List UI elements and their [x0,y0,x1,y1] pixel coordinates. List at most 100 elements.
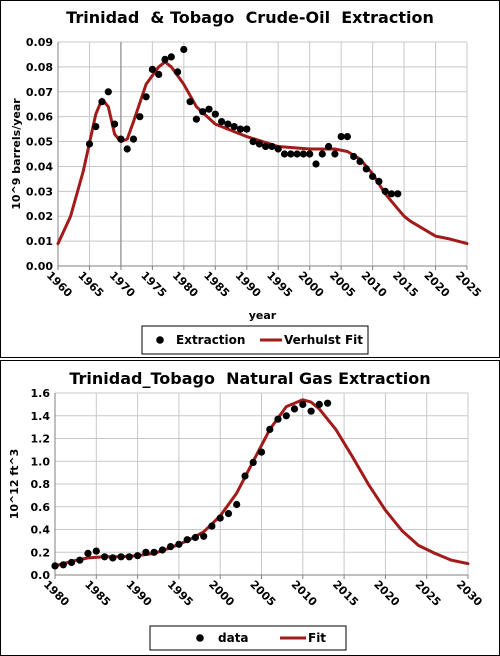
data-point [249,138,257,146]
data-point [255,140,263,148]
y-tick-label: 0.07 [26,86,53,99]
data-point [233,500,241,509]
data-point [337,133,345,141]
data-point [109,554,117,562]
data-point [324,399,332,407]
data-point [216,514,224,522]
data-point [307,407,315,415]
y-tick-label: 0.01 [26,235,53,248]
y-tick-label: 0.8 [31,478,51,491]
data-point [175,540,183,548]
data-point [299,400,307,408]
data-point [192,115,200,123]
data-point [290,405,299,413]
legend-label-fit: Fit [308,631,326,645]
data-point [117,553,125,561]
data-point [394,190,402,198]
y-tick-label: 0.06 [26,111,53,124]
chart-1: 0.00 0.01 0.02 0.03 0.04 0.05 0.06 0.07 0.08 0.09… [0,0,500,358]
y-tick-label: 0.02 [26,210,53,223]
data-point [125,553,133,561]
data-point [293,150,301,158]
data-point [208,522,216,530]
y-tick-label: 0.08 [26,61,53,74]
data-point [59,561,67,569]
chart-border [0,0,500,358]
data-point [104,88,112,96]
data-point [224,120,232,128]
data-point [186,98,194,106]
legend-box [149,625,347,651]
data-point [148,65,156,73]
data-point [92,123,100,131]
y-tick-label: 0.4 [31,524,51,537]
data-point [84,549,92,558]
data-point [224,509,233,518]
data-point [241,472,249,480]
data-point [183,536,191,544]
data-point [158,546,166,554]
data-point [356,157,364,166]
data-point [142,93,150,101]
data-point [205,105,213,113]
y-axis-label: 10^12 ft^3 [8,449,21,520]
data-point [98,98,106,106]
data-point [325,142,333,151]
data-point [101,553,109,561]
data-point [129,135,138,143]
data-point [167,53,175,61]
data-point [268,142,276,151]
data-point [243,125,251,133]
data-point [117,135,125,143]
data-point [167,543,175,551]
data-point [200,532,208,540]
series-fit-line [56,60,469,246]
legend-marker-data [196,634,204,642]
data-point [306,150,314,158]
data-point [174,68,182,76]
y-tick-label: 0.03 [26,185,53,198]
y-tick-label: 0.04 [26,160,53,173]
data-point [111,120,119,128]
y-tick-label: 0.05 [26,136,53,149]
chart-title: Trinidad & Tobago Crude-Oil Extraction [66,8,434,27]
y-tick-label: 1.4 [31,410,51,423]
data-point [287,150,295,158]
data-point [123,145,131,153]
legend: Extraction Verhulst Fit [141,325,369,355]
data-point [262,142,270,151]
legend-marker-extraction [156,336,164,344]
data-point [318,150,326,158]
data-point [387,190,396,198]
data-point [369,172,377,180]
legend: data Fit [149,625,347,651]
chart-title: Trinidad_Tobago Natural Gas Extraction [69,369,430,388]
data-point [230,123,238,131]
y-axis-label: 10^9 barrels/year [10,98,23,210]
data-point [266,425,274,433]
data-point [136,113,144,121]
data-point [274,145,282,153]
data-point [199,108,207,116]
data-point [150,548,158,556]
data-point [161,55,169,64]
data-point [85,140,94,148]
data-point [191,533,199,542]
legend-box [141,325,369,355]
y-tick-label: 0.6 [31,501,51,514]
data-point [312,160,320,168]
legend-label-extraction: Extraction [176,333,245,347]
y-tick-label: 0.0 [31,569,51,582]
data-point [350,152,358,161]
data-point [299,150,307,158]
legend-label-data: data [218,631,249,645]
y-tick-label: 0.00 [26,260,53,273]
data-point [211,110,219,118]
data-point [282,412,290,420]
data-point [343,133,351,141]
data-point [218,118,226,126]
data-point [375,177,383,185]
